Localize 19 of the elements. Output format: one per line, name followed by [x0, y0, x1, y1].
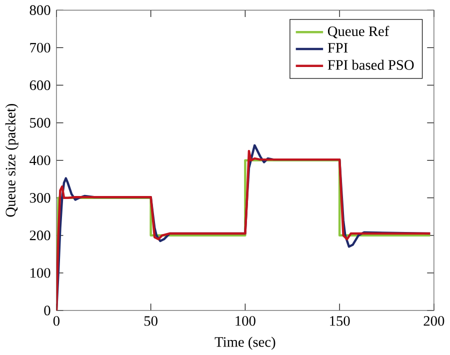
y-tick-label: 100 — [30, 268, 50, 278]
legend-label: Queue Ref — [328, 26, 390, 38]
legend-label: FPI — [328, 43, 348, 53]
x-axis-title: Time (sec) — [214, 336, 276, 350]
y-axis-title: Queue size (packet) — [5, 104, 18, 217]
x-tick-label: 200 — [424, 316, 444, 326]
y-tick-label: 700 — [30, 42, 50, 53]
x-tick-label: 0 — [53, 316, 60, 326]
y-tick-label: 800 — [30, 5, 50, 15]
x-tick-label: 50 — [144, 316, 158, 326]
y-tick-label: 300 — [30, 192, 50, 203]
y-tick-label: 0 — [44, 306, 50, 316]
x-tick-label: 100 — [236, 316, 256, 326]
y-tick-label: 500 — [30, 118, 50, 128]
legend-label: FPI based PSO — [328, 60, 414, 70]
y-tick-label: 400 — [30, 155, 50, 166]
y-tick-label: 200 — [30, 230, 50, 240]
y-tick-label: 600 — [30, 80, 50, 90]
x-tick-label: 150 — [330, 316, 350, 326]
